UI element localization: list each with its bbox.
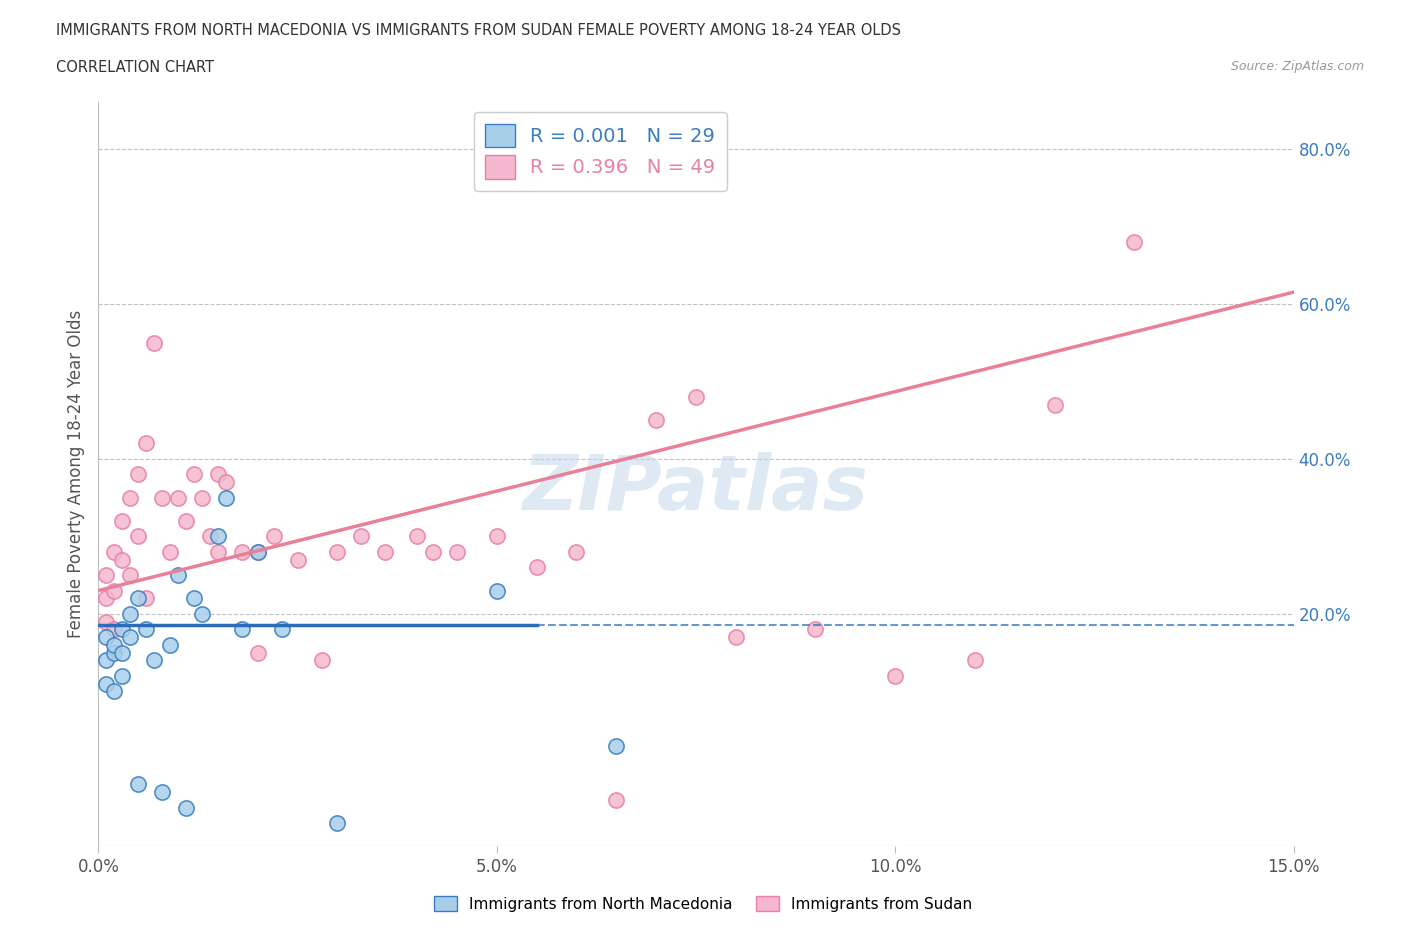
Point xyxy=(191,606,214,621)
Point xyxy=(120,490,142,505)
Text: IMMIGRANTS FROM NORTH MACEDONIA VS IMMIGRANTS FROM SUDAN FEMALE POVERTY AMONG 18: IMMIGRANTS FROM NORTH MACEDONIA VS IMMIG… xyxy=(56,23,901,38)
Point xyxy=(135,591,157,605)
Point xyxy=(485,583,508,598)
Point xyxy=(191,490,214,505)
Point xyxy=(127,591,149,605)
Point xyxy=(103,645,125,660)
Point xyxy=(103,544,125,559)
Point xyxy=(111,552,134,567)
Point xyxy=(198,529,221,544)
Point xyxy=(374,544,396,559)
Point xyxy=(263,529,285,544)
Point xyxy=(103,684,125,698)
Point xyxy=(605,792,627,807)
Point xyxy=(1043,397,1066,412)
Point xyxy=(287,552,309,567)
Point xyxy=(127,467,149,482)
Point xyxy=(120,606,142,621)
Point xyxy=(605,738,627,753)
Point xyxy=(446,544,468,559)
Point xyxy=(311,653,333,668)
Point xyxy=(174,800,197,815)
Point xyxy=(645,413,668,428)
Point xyxy=(406,529,429,544)
Point xyxy=(111,669,134,684)
Point xyxy=(231,544,253,559)
Point xyxy=(183,591,205,605)
Point xyxy=(207,529,229,544)
Point xyxy=(167,567,190,582)
Point xyxy=(246,645,269,660)
Point xyxy=(565,544,588,559)
Point xyxy=(150,785,173,800)
Point xyxy=(422,544,444,559)
Point xyxy=(159,544,181,559)
Point xyxy=(350,529,373,544)
Point xyxy=(111,645,134,660)
Point xyxy=(724,630,747,644)
Point xyxy=(111,513,134,528)
Text: Source: ZipAtlas.com: Source: ZipAtlas.com xyxy=(1230,60,1364,73)
Point xyxy=(96,676,118,691)
Point xyxy=(135,436,157,451)
Point xyxy=(246,544,269,559)
Point xyxy=(215,474,238,489)
Point xyxy=(246,544,269,559)
Point xyxy=(207,467,229,482)
Point xyxy=(326,816,349,830)
Point xyxy=(215,490,238,505)
Point xyxy=(96,567,118,582)
Point xyxy=(143,335,166,350)
Point xyxy=(96,630,118,644)
Point xyxy=(103,583,125,598)
Point xyxy=(207,544,229,559)
Point xyxy=(231,622,253,637)
Point xyxy=(150,490,173,505)
Point xyxy=(485,529,508,544)
Point xyxy=(143,653,166,668)
Point xyxy=(127,529,149,544)
Point xyxy=(804,622,827,637)
Y-axis label: Female Poverty Among 18-24 Year Olds: Female Poverty Among 18-24 Year Olds xyxy=(66,311,84,638)
Legend: Immigrants from North Macedonia, Immigrants from Sudan: Immigrants from North Macedonia, Immigra… xyxy=(427,889,979,918)
Point xyxy=(103,637,125,652)
Point xyxy=(1123,234,1146,249)
Text: ZIPatlas: ZIPatlas xyxy=(523,452,869,526)
Text: CORRELATION CHART: CORRELATION CHART xyxy=(56,60,214,75)
Point xyxy=(963,653,986,668)
Point xyxy=(120,630,142,644)
Point xyxy=(685,390,707,405)
Point xyxy=(103,622,125,637)
Point xyxy=(884,669,907,684)
Point xyxy=(127,777,149,791)
Point xyxy=(120,567,142,582)
Point xyxy=(167,490,190,505)
Point xyxy=(96,591,118,605)
Point xyxy=(135,622,157,637)
Point xyxy=(183,467,205,482)
Point xyxy=(326,544,349,559)
Point xyxy=(270,622,292,637)
Point xyxy=(96,614,118,629)
Legend: R = 0.001   N = 29, R = 0.396   N = 49: R = 0.001 N = 29, R = 0.396 N = 49 xyxy=(474,112,727,191)
Point xyxy=(159,637,181,652)
Point xyxy=(526,560,548,575)
Point xyxy=(111,622,134,637)
Point xyxy=(96,653,118,668)
Point xyxy=(174,513,197,528)
